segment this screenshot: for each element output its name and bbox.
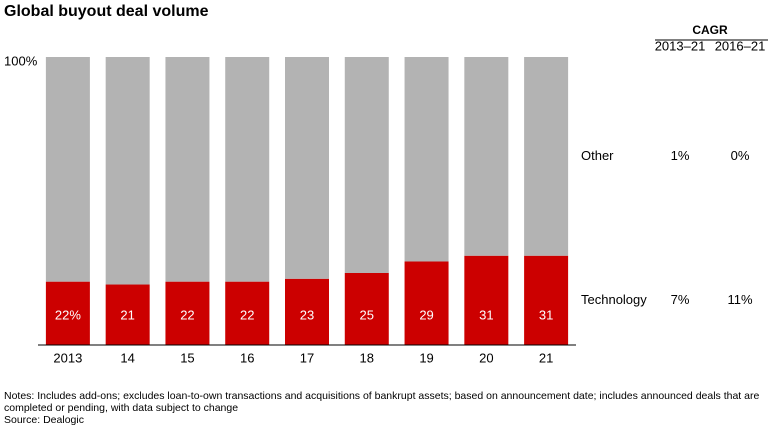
x-tick-label: 20 [479, 350, 493, 365]
bar-segment [344, 273, 389, 345]
cagr-value: 1% [671, 148, 690, 163]
bar-segment [285, 57, 329, 279]
bar-segment [524, 57, 569, 256]
legend-label: Other [581, 148, 614, 163]
value-label: 29 [419, 307, 433, 322]
cagr-title: CAGR [692, 23, 728, 37]
bar-segment [285, 278, 329, 345]
cagr-column-header: 2016–21 [715, 38, 766, 53]
cagr-column-header: 2013–21 [655, 38, 706, 53]
notes-text: Notes: Includes add-ons; excludes loan-t… [4, 390, 760, 414]
bar-segment [45, 57, 90, 282]
x-tick-label: 2013 [53, 350, 82, 365]
bar-segment [464, 255, 509, 345]
notes: Notes: Includes add-ons; excludes loan-t… [4, 390, 764, 426]
bar-segment [105, 57, 150, 285]
bar-segment [45, 281, 90, 345]
y-tick-label: 100% [4, 53, 38, 68]
chart: Global buyout deal volume CAGR 100% 22% 20… [4, 3, 768, 365]
bar-segment [404, 57, 449, 262]
bar-segment [404, 261, 449, 345]
bar-segment [165, 57, 210, 282]
value-label: 22 [180, 307, 194, 322]
x-tick-label: 21 [539, 350, 553, 365]
cagr-value: 7% [671, 292, 690, 307]
chart-title: Global buyout deal volume [4, 3, 209, 20]
bar-segment [524, 255, 569, 345]
x-tick-label: 15 [180, 350, 194, 365]
x-tick-label: 19 [419, 350, 433, 365]
x-tick-label: 17 [300, 350, 314, 365]
legend-label: Technology [581, 292, 647, 307]
value-label: 31 [539, 307, 553, 322]
cagr-value: 11% [727, 292, 752, 307]
bar-segment [464, 57, 509, 256]
bar-segment [344, 57, 389, 273]
x-tick-label: 18 [360, 350, 374, 365]
bar-segment [165, 281, 210, 345]
value-label: 31 [479, 307, 493, 322]
cagr-value: 0% [731, 148, 750, 163]
value-label: 25 [360, 307, 374, 322]
bar-segment [105, 284, 150, 345]
bar-segment [225, 281, 270, 345]
value-label: 23 [300, 307, 314, 322]
x-tick-label: 16 [240, 350, 254, 365]
source-text: Source: Dealogic [4, 414, 84, 426]
value-label: 21 [120, 307, 134, 322]
x-tick-label: 14 [120, 350, 134, 365]
value-label: 22 [240, 307, 254, 322]
value-label: 22% [55, 307, 81, 322]
bar-segment [225, 57, 270, 282]
